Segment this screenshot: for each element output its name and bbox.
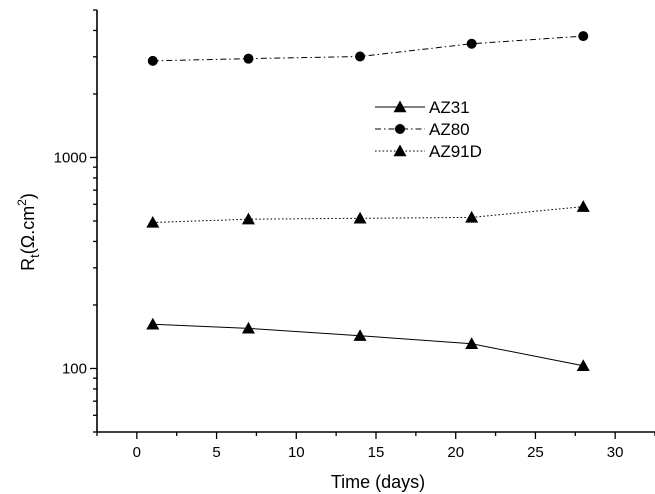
y-tick-label: 100 (62, 360, 87, 377)
y-tick-label: 1000 (54, 149, 87, 166)
data-point-az91d (353, 211, 367, 224)
plot-frame (96, 10, 655, 433)
legend-swatch-marker (393, 100, 407, 113)
data-point-az31 (146, 317, 160, 330)
data-point-az31 (353, 329, 367, 341)
y-axis-title: Rt(Ω.cm2) (15, 193, 42, 271)
y-axis-ticks: 100 1000 (54, 9, 97, 433)
data-point-az91d (576, 200, 590, 212)
x-tick-label: 25 (527, 444, 544, 461)
series-az31 (146, 317, 590, 371)
series-line-az31 (152, 323, 584, 367)
data-point-az31 (576, 359, 590, 371)
x-tick-label: 10 (288, 444, 305, 461)
legend-label: AZ80 (429, 120, 470, 139)
legend-swatch-marker (395, 124, 405, 134)
x-axis-title: Time (days) (331, 472, 425, 492)
legend-swatch-marker (393, 144, 407, 157)
y-axis-title-superscript: 2 (15, 199, 29, 206)
x-tick-label: 30 (607, 444, 624, 461)
x-tick-label: 20 (447, 444, 464, 461)
x-axis-ticks: 0 5 10 15 20 25 30 (96, 432, 655, 461)
data-point-az91d (465, 210, 479, 223)
x-tick-label: 5 (212, 444, 220, 461)
data-point-az80 (466, 38, 477, 49)
series-az91d (146, 200, 590, 228)
data-point-az91d (146, 215, 160, 228)
y-axis-title-unit: (Ω.cm (18, 206, 38, 254)
legend-label: AZ91D (429, 142, 482, 161)
series-layer (146, 31, 590, 371)
series-az80 (147, 31, 589, 66)
data-point-az80 (578, 31, 589, 42)
legend-label: AZ31 (429, 98, 470, 117)
data-point-az80 (243, 53, 254, 64)
legend: AZ31 AZ80 AZ91D (375, 98, 482, 161)
data-point-az80 (355, 51, 366, 62)
legend-item-az80: AZ80 (375, 120, 470, 139)
data-point-az31 (465, 337, 479, 349)
series-line-az91d (152, 206, 584, 223)
y-axis-title-main: R (18, 258, 38, 271)
legend-item-az31: AZ31 (375, 98, 470, 117)
data-point-az31 (241, 321, 255, 334)
data-point-az91d (241, 212, 255, 225)
legend-item-az91d: AZ91D (375, 142, 482, 161)
x-tick-label: 15 (368, 444, 385, 461)
x-tick-label: 0 (133, 444, 141, 461)
y-axis-title-unit-close: ) (18, 193, 38, 199)
series-line-az80 (152, 35, 584, 62)
y-axis-title-subscript: t (27, 254, 42, 258)
data-point-az80 (147, 55, 158, 66)
